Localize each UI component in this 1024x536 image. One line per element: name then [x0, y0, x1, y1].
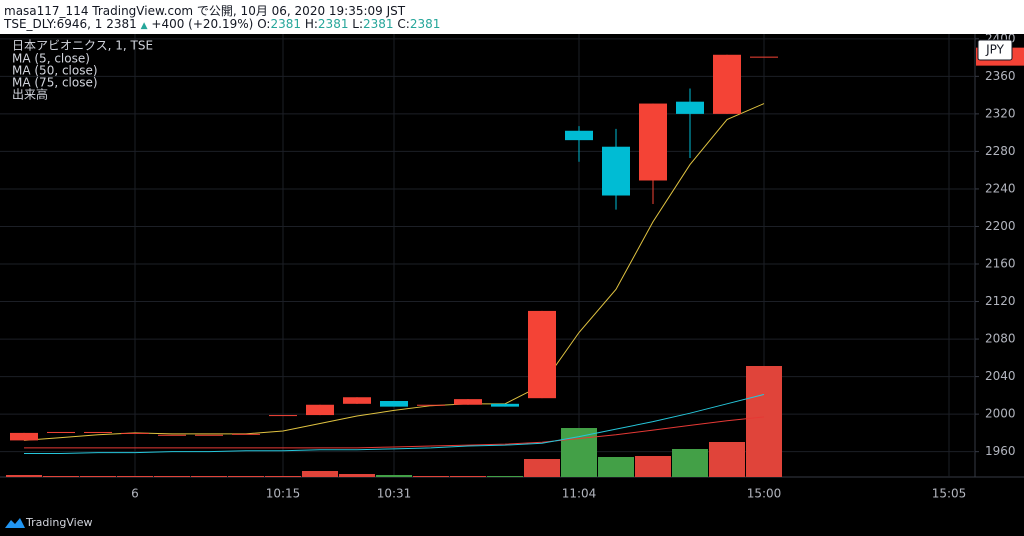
legend-entry: MA (50, close) [12, 64, 98, 78]
candle-body [84, 431, 112, 433]
candle-body [565, 130, 593, 141]
x-tick-label: 10:31 [377, 487, 412, 501]
ma-line [24, 393, 765, 455]
footer: TradingView [0, 510, 1024, 536]
chart: 1960 2000 2040 2080 2120 2160 2200 2240 2280 2320… [0, 34, 1024, 501]
volume-bar [376, 475, 412, 477]
candle-body [454, 399, 482, 405]
volume-bar [561, 428, 597, 477]
legend-entry: 日本アビオニクス, 1, TSE [12, 39, 153, 53]
brand: TradingView [26, 516, 93, 529]
volume-bar [80, 476, 116, 477]
candle-body [528, 310, 556, 399]
logo [5, 518, 25, 528]
l-value: 2381 [363, 17, 394, 31]
x-tick-label: 15:00 [747, 487, 782, 501]
y-tick-label: 2040 [985, 369, 1016, 383]
ma-line [24, 416, 765, 449]
volume-bar [6, 475, 42, 477]
o-value: 2381 [270, 17, 302, 31]
candle-body [47, 431, 75, 433]
candle-body [232, 433, 260, 435]
y-tick-label: 2080 [985, 332, 1016, 346]
volume-bar [265, 476, 301, 477]
volume-bar [228, 476, 264, 477]
candle-body [121, 432, 149, 434]
symbol: TSE_DLY:6946, 1 [4, 17, 103, 31]
volume-bar [487, 476, 523, 477]
volume-bar [43, 476, 79, 477]
y-tick-label: 1960 [985, 444, 1016, 458]
volume-bar [191, 476, 227, 477]
x-tick-label: 11:04 [562, 487, 597, 501]
l-label: L: [352, 17, 364, 31]
volume-bar [302, 471, 338, 477]
header: masa117_114 TradingView.com で公開, 10月 06,… [0, 0, 1024, 34]
volume-bar [635, 456, 671, 477]
volume-bar [154, 476, 190, 477]
change-arrow: ▲ [140, 21, 148, 31]
y-tick-label: 2320 [985, 106, 1016, 120]
volume-bar [450, 476, 486, 477]
currency: JPY [985, 43, 1005, 57]
x-tick-label: 10:15 [266, 487, 301, 501]
candle-body [713, 54, 741, 114]
y-tick-label: 2160 [985, 257, 1016, 271]
candle-body [417, 404, 445, 406]
legend-entry: 出来高 [12, 87, 48, 102]
quote-line: TSE_DLY:6946, 1 2381 ▲ +400 (+20.19%) O:… [4, 17, 440, 31]
candle-body [380, 400, 408, 407]
y-tick-label: 2200 [985, 219, 1016, 233]
y-tick-label: 2280 [985, 144, 1016, 158]
y-tick-label: 2240 [985, 181, 1016, 195]
c-value: 2381 [409, 17, 441, 31]
volume-bar [598, 457, 634, 477]
volume-bar [524, 459, 560, 477]
candle-body [269, 415, 297, 417]
volume-bar [339, 474, 375, 477]
last-price: 2381 [106, 17, 137, 31]
candle-body [10, 432, 38, 441]
candle-body [639, 103, 667, 181]
candle-body [195, 434, 223, 436]
y-tick-label: 2360 [985, 69, 1016, 83]
candle-body [158, 434, 186, 436]
volume-bar [117, 476, 153, 477]
o-label: O: [257, 17, 271, 31]
candle-body [676, 101, 704, 114]
y-tick-label: 2000 [985, 407, 1016, 421]
legend-entry: MA (75, close) [12, 76, 98, 90]
candle-body [491, 403, 519, 407]
y-tick-label: 2120 [985, 294, 1016, 308]
publish-line: masa117_114 TradingView.com で公開, 10月 06,… [4, 4, 406, 18]
c-label: C: [397, 17, 410, 31]
h-label: H: [304, 17, 318, 31]
x-tick-label: 6 [131, 487, 139, 501]
candle-body [306, 404, 334, 416]
volume-bar [672, 449, 708, 477]
x-tick-label: 15:05 [932, 487, 967, 501]
h-value: 2381 [317, 17, 349, 31]
volume-bar [413, 476, 449, 477]
change: +400 (+20.19%) [151, 17, 254, 31]
candle-body [343, 397, 371, 404]
legend-entry: MA (5, close) [12, 52, 90, 66]
volume-bar [709, 442, 745, 477]
volume-bar [746, 366, 782, 477]
currency-box [977, 39, 1013, 61]
candle-body [750, 56, 778, 58]
candle-body [602, 146, 630, 196]
